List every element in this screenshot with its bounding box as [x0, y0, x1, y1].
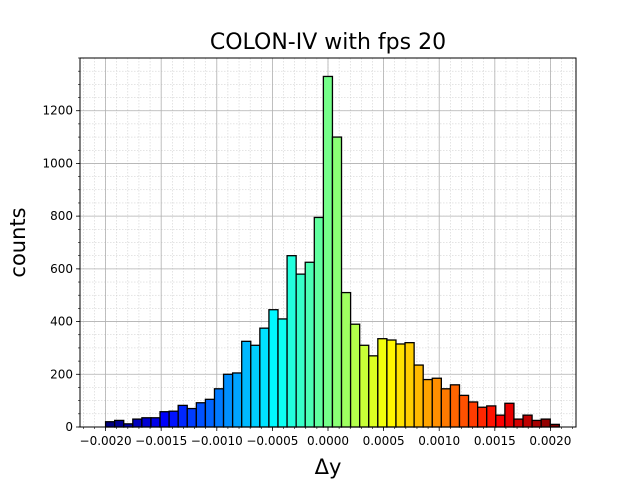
histogram-bar: [386, 339, 397, 428]
histogram-bar: [150, 417, 161, 428]
y-tick-label: 200: [50, 367, 73, 381]
histogram-bar: [359, 344, 370, 428]
histogram-bar: [431, 377, 442, 428]
histogram-bar: [114, 419, 125, 428]
histogram-bar: [467, 401, 479, 428]
histogram-bar: [404, 342, 415, 428]
histogram-bar: [295, 273, 306, 428]
x-axis-label: Δy: [315, 455, 342, 479]
histogram-bar: [349, 323, 361, 428]
x-tick-label: 0.0000: [307, 434, 349, 448]
histogram-bar: [159, 411, 170, 428]
x-tick-label: −0.0010: [191, 434, 243, 448]
histogram-bar: [250, 344, 261, 428]
histogram-bar: [522, 414, 533, 428]
y-tick-label: 400: [50, 315, 73, 329]
histogram-bar: [186, 407, 197, 428]
histogram-bar: [340, 291, 352, 428]
histogram-bar: [195, 402, 207, 428]
histogram-bar: [486, 405, 497, 428]
histogram-bar: [395, 343, 406, 428]
histogram-bar: [540, 418, 551, 428]
x-tick-label: −0.0005: [246, 434, 298, 448]
histogram-bar: [104, 421, 116, 428]
histogram-bar: [504, 402, 515, 428]
y-tick-label: 800: [50, 209, 73, 223]
x-tick-label: 0.0015: [474, 434, 516, 448]
histogram-bar: [458, 394, 470, 428]
histogram-bar: [322, 75, 334, 428]
histogram-bar: [513, 418, 524, 428]
y-tick-label: 1000: [42, 156, 73, 170]
x-axis-ticks: −0.0020 −0.0015 −0.0010 −0.0005 0.0000 0.0005…: [80, 427, 573, 448]
histogram-bar: [368, 355, 379, 428]
histogram-bar: [377, 338, 388, 428]
histogram-bar: [422, 378, 433, 428]
histogram-bar: [222, 373, 234, 428]
x-tick-label: −0.0015: [135, 434, 187, 448]
histogram-bar: [440, 388, 452, 428]
histogram-bar: [204, 398, 216, 428]
y-axis-ticks: 0 200 400 600 800 1000 1200: [42, 57, 80, 434]
histogram-bar: [277, 318, 288, 428]
histogram-bar: [141, 417, 152, 428]
x-tick-label: 0.0010: [418, 434, 460, 448]
y-tick-label: 600: [50, 262, 73, 276]
histogram-bars: [104, 75, 560, 428]
histogram-bar: [241, 340, 252, 428]
histogram-bar: [313, 216, 325, 428]
histogram-bar: [268, 309, 279, 428]
x-tick-label: 0.0005: [363, 434, 405, 448]
histogram-bar: [304, 261, 315, 428]
histogram-bar: [213, 388, 225, 428]
histogram-bar: [177, 404, 188, 428]
histogram-bar: [286, 255, 297, 428]
histogram-bar: [531, 419, 542, 428]
y-axis-label: counts: [6, 207, 30, 277]
histogram-bar: [132, 418, 143, 428]
y-tick-label: 1200: [42, 104, 73, 118]
histogram-bar: [495, 414, 506, 428]
histogram-bar: [259, 327, 270, 428]
x-tick-label: −0.0020: [80, 434, 132, 448]
x-tick-label: 0.0020: [529, 434, 571, 448]
histogram-bar: [231, 372, 243, 428]
y-tick-label: 0: [65, 420, 73, 434]
histogram-bar: [331, 136, 343, 428]
histogram-bar: [476, 406, 488, 428]
chart-title: COLON-IV with fps 20: [210, 30, 446, 55]
histogram-bar: [449, 384, 461, 428]
histogram-bar: [168, 410, 179, 428]
histogram-bar: [413, 364, 424, 428]
